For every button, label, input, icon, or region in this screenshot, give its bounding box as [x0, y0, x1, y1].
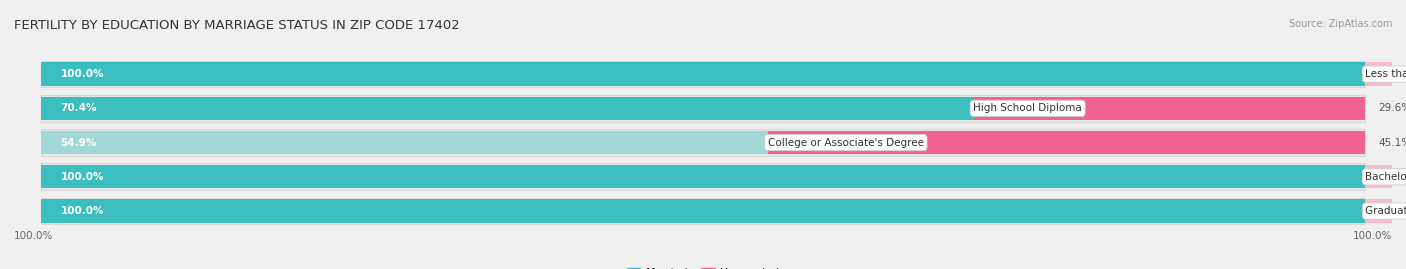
- Bar: [41, 62, 1365, 86]
- Text: 29.6%: 29.6%: [1379, 103, 1406, 113]
- Text: 70.4%: 70.4%: [60, 103, 97, 113]
- Text: 100.0%: 100.0%: [14, 231, 53, 241]
- Bar: [41, 95, 1365, 122]
- Text: 100.0%: 100.0%: [60, 206, 104, 216]
- Bar: [41, 129, 1365, 156]
- Bar: [41, 198, 1365, 224]
- Bar: [1365, 199, 1406, 223]
- Bar: [41, 164, 1365, 190]
- Text: 100.0%: 100.0%: [60, 172, 104, 182]
- Bar: [41, 131, 768, 154]
- Legend: Married, Unmarried: Married, Unmarried: [627, 268, 779, 269]
- Bar: [41, 165, 1365, 189]
- Bar: [768, 131, 1365, 154]
- Bar: [1365, 165, 1406, 189]
- Text: 100.0%: 100.0%: [1353, 231, 1392, 241]
- Bar: [1365, 62, 1406, 86]
- Text: Source: ZipAtlas.com: Source: ZipAtlas.com: [1288, 19, 1392, 29]
- Text: Less than High School: Less than High School: [1365, 69, 1406, 79]
- Text: Graduate Degree: Graduate Degree: [1365, 206, 1406, 216]
- Text: High School Diploma: High School Diploma: [973, 103, 1083, 113]
- Text: 100.0%: 100.0%: [60, 69, 104, 79]
- Text: Bachelor's Degree: Bachelor's Degree: [1365, 172, 1406, 182]
- Text: College or Associate's Degree: College or Associate's Degree: [768, 137, 924, 148]
- Text: 54.9%: 54.9%: [60, 137, 97, 148]
- Bar: [41, 61, 1365, 87]
- Text: 45.1%: 45.1%: [1379, 137, 1406, 148]
- Bar: [41, 97, 973, 120]
- Bar: [41, 199, 1365, 223]
- Bar: [973, 97, 1365, 120]
- Text: FERTILITY BY EDUCATION BY MARRIAGE STATUS IN ZIP CODE 17402: FERTILITY BY EDUCATION BY MARRIAGE STATU…: [14, 19, 460, 32]
